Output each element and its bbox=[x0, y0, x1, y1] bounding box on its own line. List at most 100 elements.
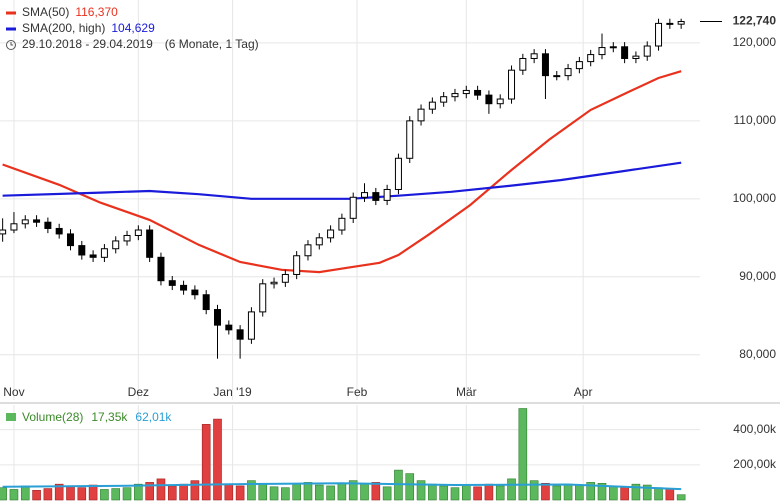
volume-bar bbox=[541, 482, 550, 501]
volume-bar bbox=[224, 483, 234, 501]
y-tick-label: 100,000 bbox=[733, 191, 777, 205]
legend-value: 116,370 bbox=[75, 5, 118, 19]
candle-body bbox=[508, 69, 516, 100]
candle-body bbox=[677, 21, 685, 25]
candle-body bbox=[259, 283, 267, 313]
candle-body bbox=[168, 280, 176, 286]
volume-bar bbox=[665, 488, 675, 501]
volume-bar bbox=[416, 480, 426, 501]
volume-bar bbox=[43, 488, 53, 501]
candle-body bbox=[33, 219, 41, 223]
volume-bar bbox=[303, 482, 313, 501]
volume-bar bbox=[247, 480, 256, 501]
candle-body bbox=[428, 101, 436, 110]
volume-bar bbox=[145, 482, 154, 501]
volume-bar bbox=[190, 480, 200, 501]
candle-body bbox=[519, 57, 527, 71]
legend-name: SMA(50) bbox=[22, 5, 69, 19]
candle-body bbox=[112, 240, 120, 250]
volume-bar bbox=[77, 487, 87, 501]
legend-swatch bbox=[6, 11, 16, 15]
y-tick-label: 110,000 bbox=[734, 113, 777, 127]
legend-swatch bbox=[6, 27, 16, 31]
candle-body bbox=[236, 329, 244, 340]
volume-bar bbox=[326, 485, 335, 501]
last-price-label: 122,740 bbox=[733, 14, 777, 28]
candle-body bbox=[530, 53, 538, 59]
candle-body bbox=[89, 254, 97, 258]
candle-body bbox=[485, 94, 493, 105]
volume-bar bbox=[518, 408, 528, 501]
candle-body bbox=[225, 324, 233, 331]
candle-body bbox=[621, 46, 629, 59]
legend-value: 62,01k bbox=[135, 410, 172, 424]
candle-body bbox=[157, 256, 165, 282]
volume-bar bbox=[439, 485, 448, 501]
candle-body bbox=[417, 108, 425, 122]
candle-body bbox=[214, 309, 222, 326]
y-tick-label: 80,000 bbox=[739, 347, 776, 361]
candle-body bbox=[21, 219, 29, 225]
volume-bar bbox=[552, 485, 562, 501]
volume-bar bbox=[66, 486, 75, 501]
candle-body bbox=[406, 120, 414, 159]
volume-bar bbox=[9, 489, 19, 501]
candle-body bbox=[541, 53, 549, 77]
y-tick-label: 120,000 bbox=[733, 35, 777, 49]
candle-body bbox=[361, 192, 369, 198]
volume-bar bbox=[405, 473, 415, 501]
candle-body bbox=[451, 93, 459, 98]
candle-body bbox=[564, 68, 572, 77]
legend-label: SMA(50) 116,370 bbox=[22, 5, 118, 19]
x-tick-label: Mär bbox=[456, 385, 477, 399]
volume-bar bbox=[676, 494, 686, 501]
volume-bar bbox=[314, 484, 324, 501]
volume-bar bbox=[461, 484, 471, 501]
legend-value: 17,35k bbox=[91, 410, 128, 424]
candle-body bbox=[462, 89, 470, 95]
x-tick-label: Feb bbox=[347, 385, 368, 399]
volume-bar bbox=[179, 483, 188, 501]
volume-bar bbox=[575, 484, 584, 501]
volume-bar bbox=[0, 487, 7, 501]
candle-body bbox=[394, 157, 402, 190]
candle-body bbox=[575, 61, 583, 70]
volume-bar bbox=[563, 483, 573, 501]
volume-bar bbox=[450, 487, 460, 501]
candle-body bbox=[10, 223, 18, 231]
volume-bar bbox=[529, 480, 539, 501]
candle-body bbox=[587, 54, 595, 63]
volume-bar bbox=[134, 483, 143, 501]
candle-body bbox=[598, 47, 606, 56]
candle-body bbox=[474, 89, 482, 96]
candle-body bbox=[293, 255, 301, 275]
candle-body bbox=[304, 244, 312, 257]
volume-bar bbox=[620, 486, 629, 501]
legend-label: SMA(200, high) 104,629 bbox=[22, 21, 155, 35]
volume-bar bbox=[507, 478, 516, 501]
y-tick-label: 90,000 bbox=[739, 269, 776, 283]
sma-line bbox=[2, 70, 682, 274]
volume-bar bbox=[484, 483, 494, 501]
candle-body bbox=[100, 248, 108, 258]
legend-name: Volume(28) bbox=[22, 410, 83, 424]
volume-average-line bbox=[2, 482, 682, 491]
volume-bar bbox=[167, 485, 177, 501]
volume-bar bbox=[609, 485, 618, 501]
volume-bar bbox=[269, 486, 279, 501]
candle-body bbox=[0, 229, 7, 235]
x-tick-label: Nov bbox=[3, 385, 24, 399]
volume-bar bbox=[473, 486, 482, 501]
volume-bar bbox=[20, 485, 30, 501]
volume-bar bbox=[54, 483, 64, 501]
candle-body bbox=[666, 22, 674, 25]
candle-body bbox=[55, 227, 63, 235]
candle-body bbox=[440, 96, 448, 103]
volume-bar bbox=[258, 482, 268, 501]
volume-bar bbox=[88, 484, 98, 501]
volume-bar bbox=[654, 487, 663, 501]
candle-body bbox=[553, 75, 561, 78]
period-label: 29.10.2018 - 29.04.2019 (6 Monate, 1 Tag) bbox=[22, 37, 259, 51]
candle-body bbox=[383, 188, 391, 201]
